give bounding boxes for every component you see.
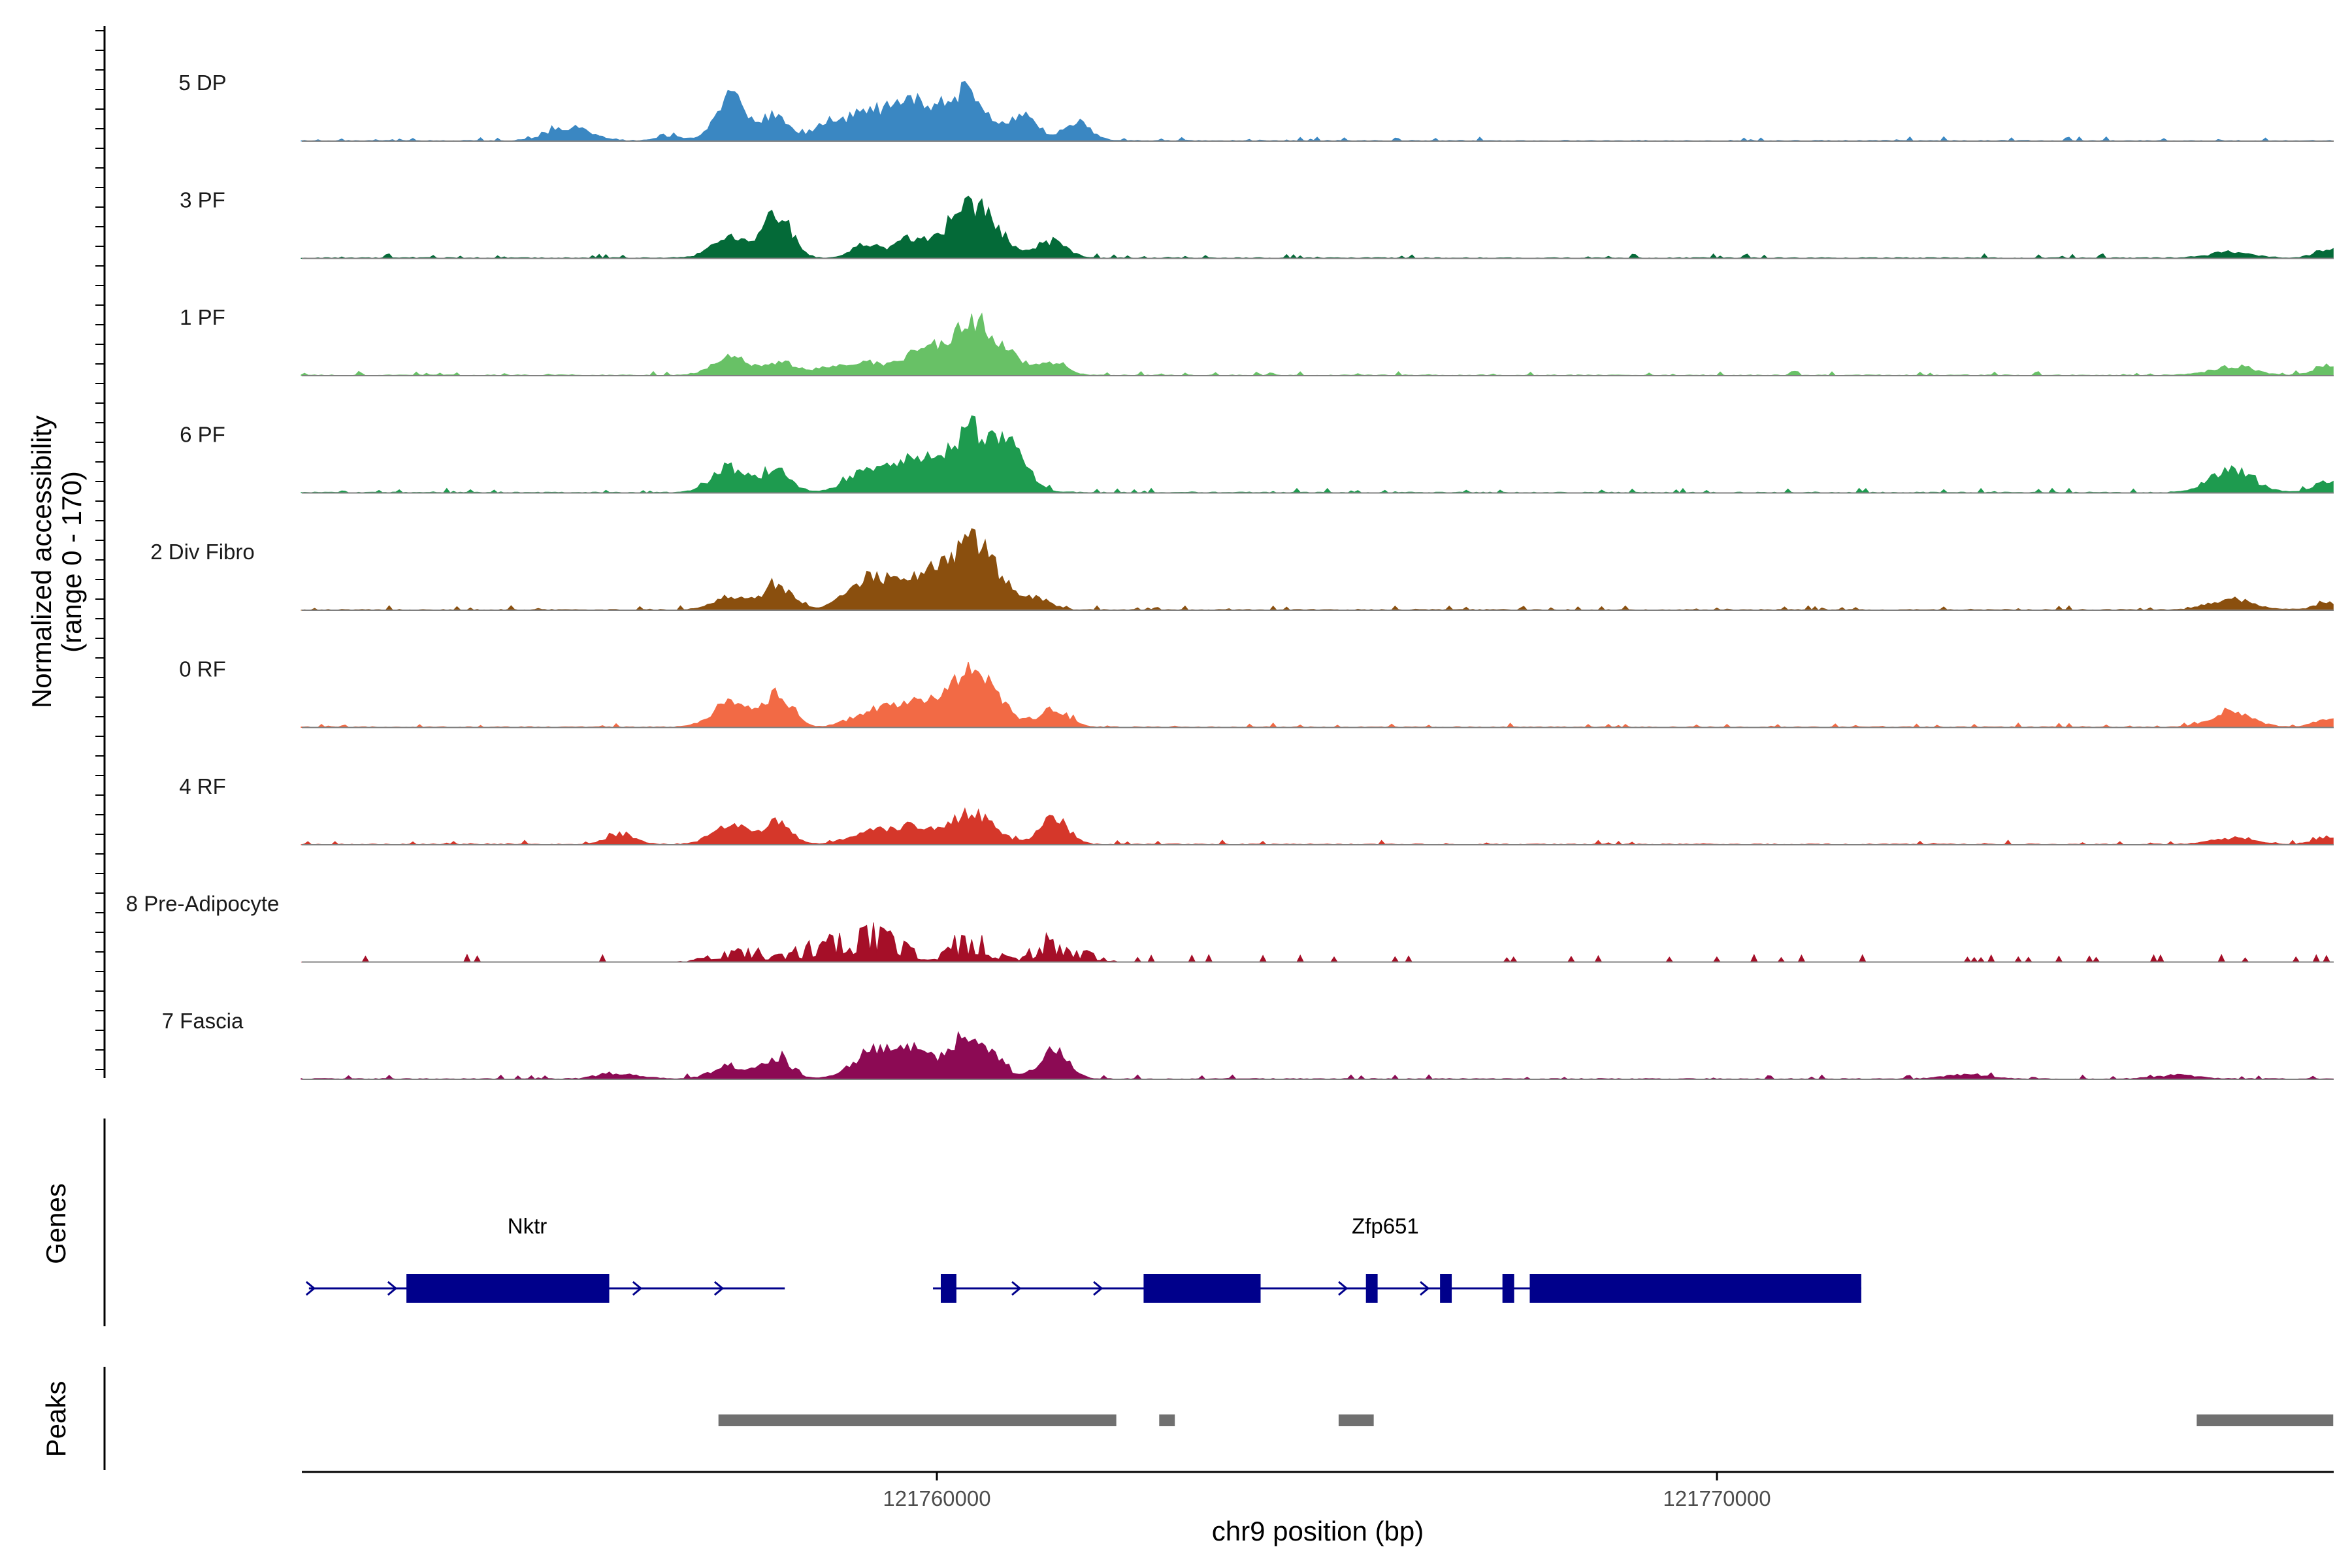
coverage-track: 8 Pre-Adipocyte	[126, 892, 2334, 963]
coverage-track: 5 DP	[178, 71, 2334, 142]
gene-track: Nktr Zfp651	[305, 1214, 1861, 1303]
track-label: 3 PF	[180, 188, 225, 212]
coverage-area	[301, 1031, 2334, 1080]
coverage-track: 7 Fascia	[162, 1009, 2334, 1080]
gene-exon	[1365, 1274, 1378, 1303]
x-axis-title: chr9 position (bp)	[1212, 1516, 1424, 1546]
genes-y-axis-title: Genes	[41, 1183, 71, 1264]
track-label: 1 PF	[180, 305, 225, 329]
track-label: 7 Fascia	[162, 1009, 244, 1033]
coverage-y-title-line-1: Normalized accessibility	[26, 416, 57, 708]
gene-exon	[406, 1274, 610, 1303]
coverage-area	[301, 415, 2334, 494]
strand-arrow	[1420, 1281, 1430, 1296]
peak-region	[2197, 1414, 2334, 1426]
track-label: 2 Div Fibro	[150, 540, 255, 564]
coverage-area	[301, 661, 2334, 728]
peak-region	[1338, 1414, 1374, 1426]
strand-arrow	[1338, 1281, 1348, 1296]
x-tick-label: 121770000	[1663, 1486, 1771, 1511]
track-label: 0 RF	[179, 657, 226, 681]
gene-exon	[1143, 1274, 1261, 1303]
peak-region	[718, 1414, 1117, 1426]
coverage-y-ticks	[95, 30, 105, 1070]
coverage-track: 4 RF	[179, 774, 2334, 845]
strand-arrow	[387, 1281, 398, 1296]
coverage-y-axis-title: Normalized accessibility (range 0 - 170)	[26, 416, 87, 708]
peaks-y-axis-title: Peaks	[41, 1381, 71, 1458]
coverage-track: 2 Div Fibro	[150, 528, 2334, 611]
strand-arrow	[632, 1281, 643, 1296]
gene-label: Zfp651	[1352, 1214, 1419, 1238]
coverage-track: 3 PF	[180, 188, 2334, 259]
coverage-track: 1 PF	[180, 305, 2334, 376]
coverage-area	[301, 922, 2334, 963]
gene-exon	[1502, 1274, 1514, 1303]
coverage-area	[301, 195, 2334, 259]
track-label: 4 RF	[179, 774, 226, 798]
coverage-tracks: 5 DP 3 PF 1 PF 6 PF 2 Div Fibro 0 RF 4 RF 8 Pre…	[126, 71, 2334, 1080]
coverage-area	[301, 80, 2334, 142]
track-label: 8 Pre-Adipocyte	[126, 892, 280, 916]
coverage-track: 6 PF	[180, 415, 2334, 494]
coverage-area	[301, 528, 2334, 611]
coverage-y-title-line-2: (range 0 - 170)	[56, 471, 87, 653]
peak-region	[1159, 1414, 1175, 1426]
gene-exon	[940, 1274, 956, 1303]
gene-model: Zfp651	[933, 1214, 1861, 1303]
coverage-track: 0 RF	[179, 657, 2334, 728]
peak-track	[718, 1414, 2334, 1426]
gene-exon	[1529, 1274, 1861, 1303]
gene-label: Nktr	[508, 1214, 547, 1238]
strand-arrow	[1011, 1281, 1022, 1296]
strand-arrow	[713, 1281, 725, 1296]
gene-model: Nktr	[305, 1214, 785, 1303]
strand-arrow	[305, 1281, 316, 1296]
coverage-area	[301, 312, 2334, 376]
gene-exon	[1440, 1274, 1452, 1303]
strand-arrow	[1093, 1281, 1103, 1296]
x-tick-label: 121760000	[883, 1486, 990, 1511]
track-label: 6 PF	[180, 423, 225, 447]
x-axis-ticks: 121760000 121770000	[883, 1472, 1771, 1511]
coverage-area	[301, 807, 2334, 845]
track-label: 5 DP	[178, 71, 226, 95]
